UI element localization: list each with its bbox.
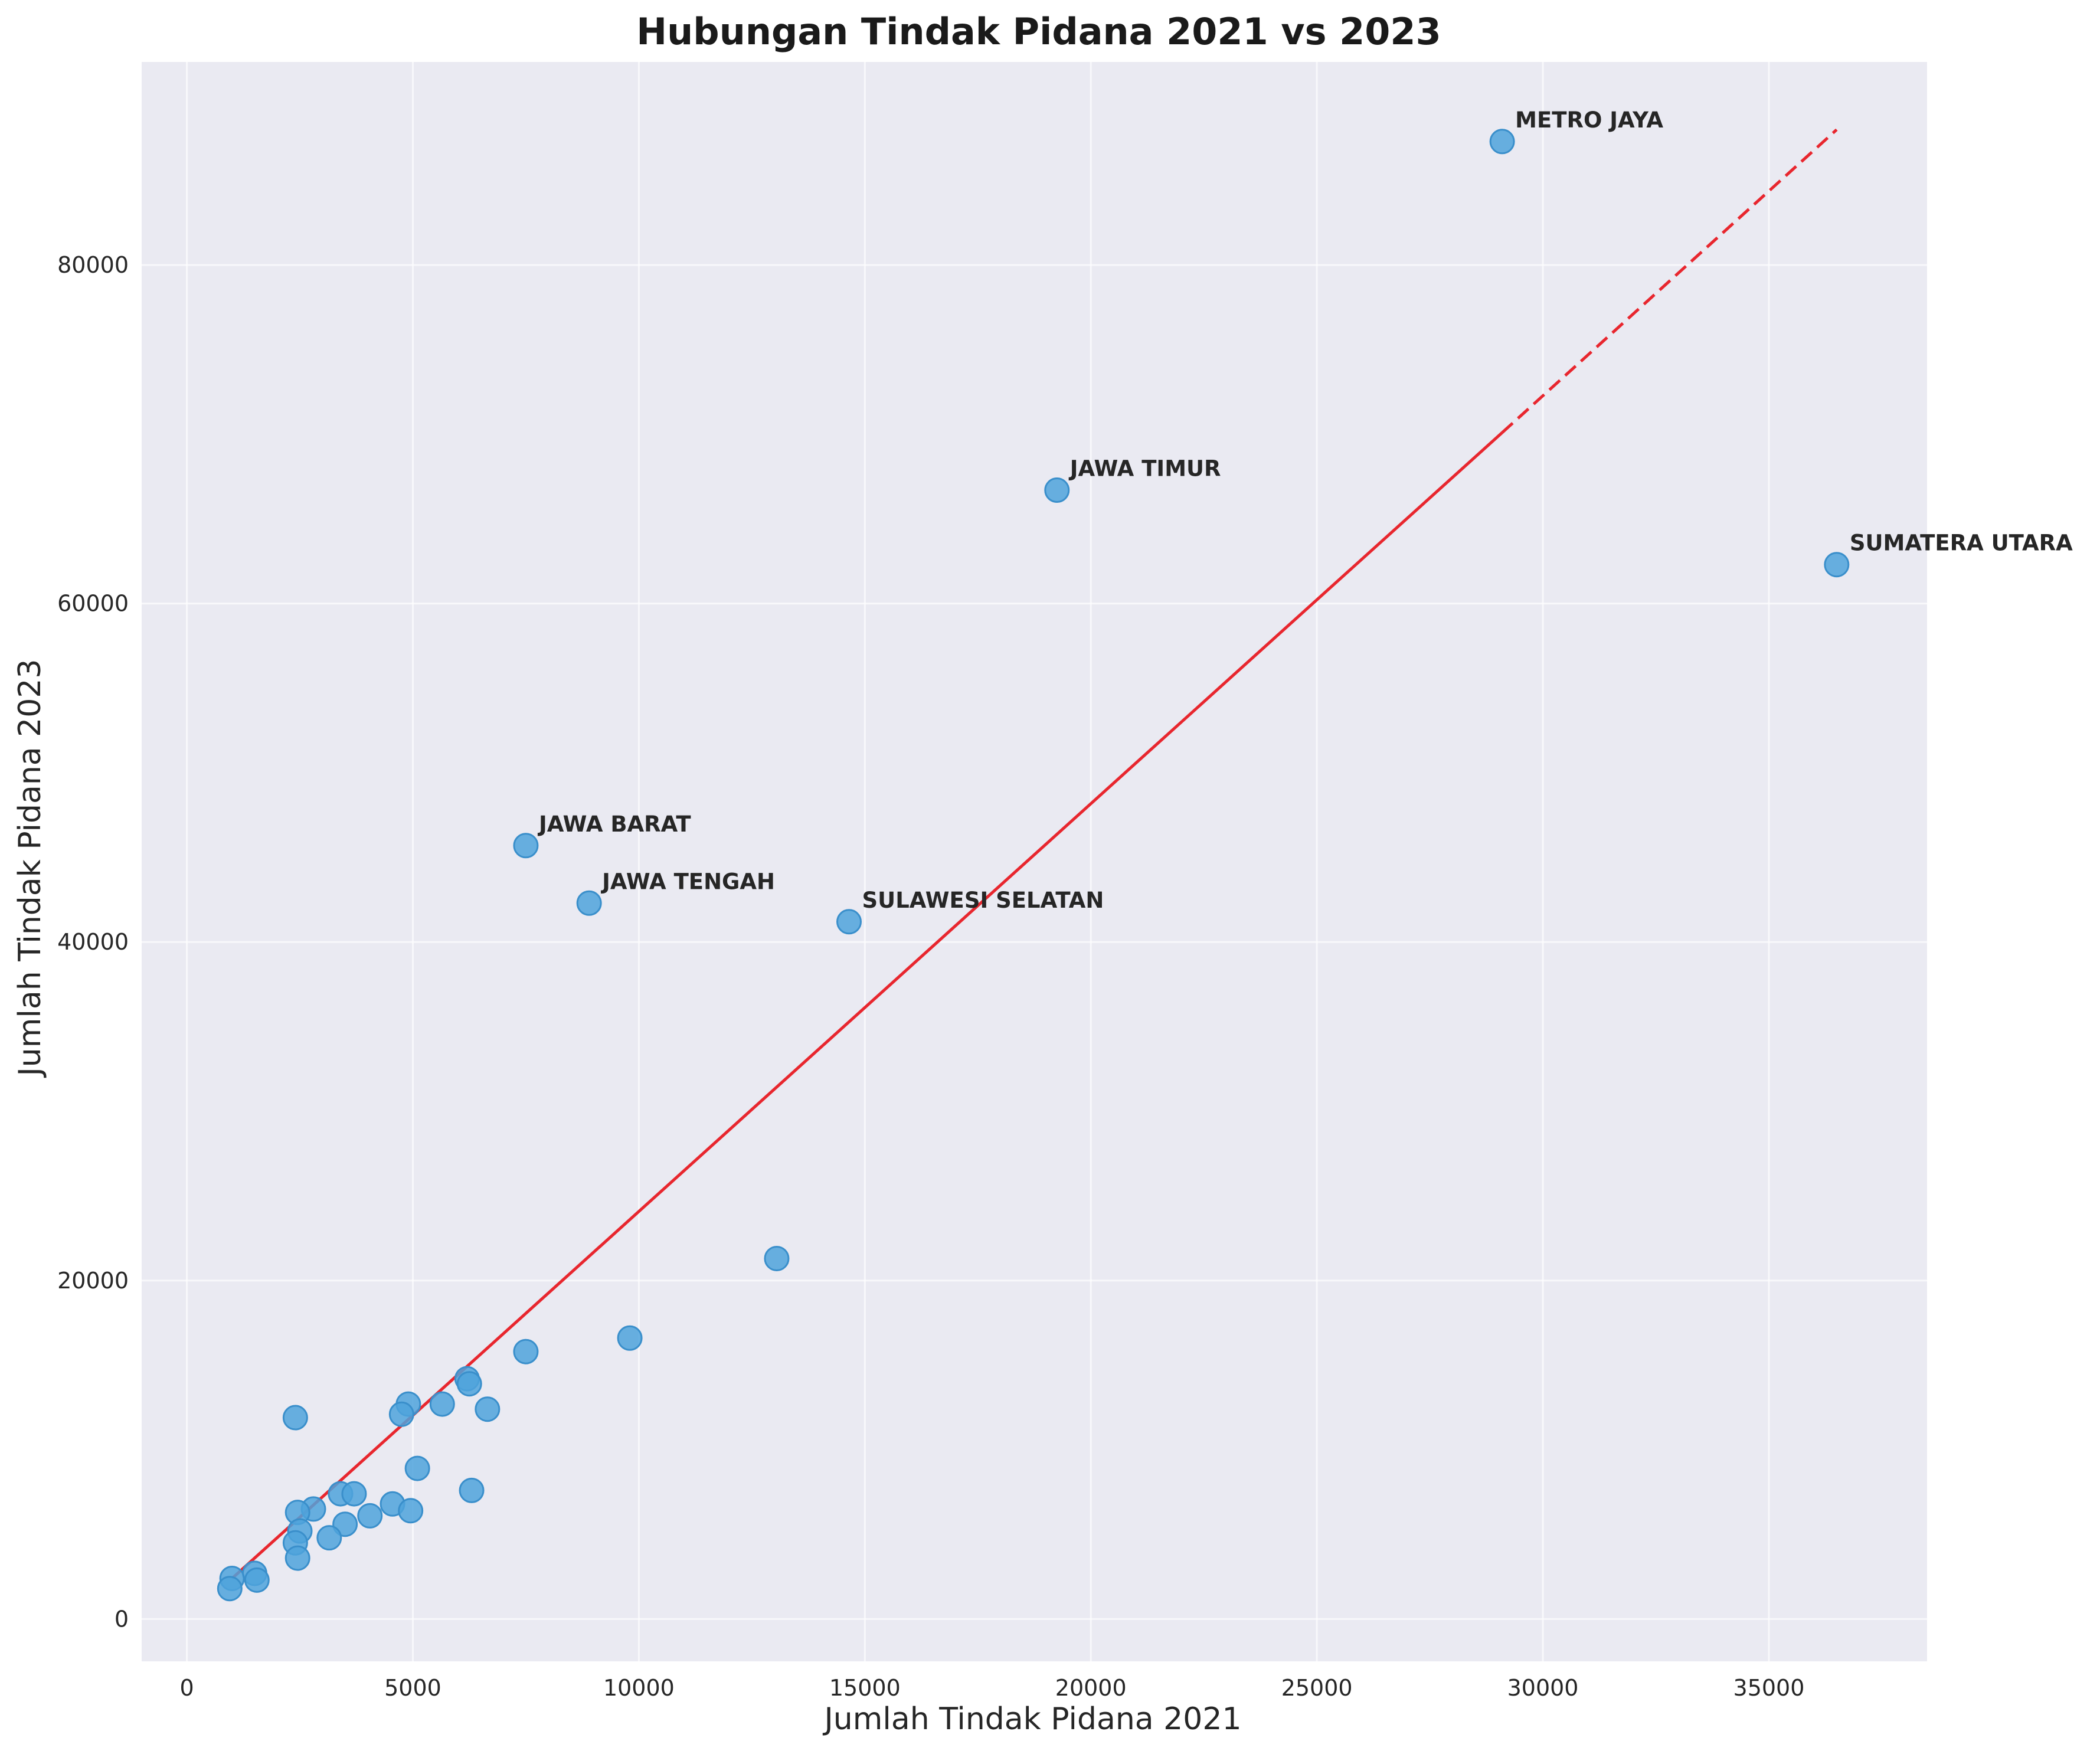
data-point (284, 1545, 310, 1571)
data-point (398, 1498, 424, 1524)
y-tick-label: 40000 (57, 929, 129, 955)
x-tick-labels: 0 5000 10000 15000 20000 25000 30000 35000 (179, 1675, 1804, 1701)
point-label: METRO JAYA (1515, 107, 1663, 133)
data-point (475, 1396, 501, 1422)
data-point (357, 1503, 383, 1529)
grid-lines (142, 62, 1927, 1661)
x-tick-label: 0 (179, 1675, 194, 1701)
data-point (404, 1455, 430, 1481)
data-point (341, 1481, 367, 1507)
data-point (456, 1371, 482, 1397)
data-point (1489, 129, 1515, 155)
data-point (513, 1339, 539, 1364)
y-tick-label: 60000 (57, 591, 129, 617)
data-point (1044, 477, 1070, 503)
chart-title: Hubungan Tindak Pidana 2021 vs 2023 (636, 10, 1441, 53)
trend-line-group (231, 128, 1838, 1580)
y-tick-labels: 0 20000 40000 60000 80000 (57, 252, 129, 1632)
y-axis-label: Jumlah Tindak Pidana 2023 (12, 659, 48, 1078)
data-point (244, 1567, 270, 1593)
point-label: SUMATERA UTARA (1850, 531, 2073, 556)
point-label: JAWA TENGAH (600, 869, 775, 894)
trend-line-solid (231, 431, 1503, 1580)
x-tick-label: 30000 (1507, 1675, 1579, 1701)
x-axis-label: Jumlah Tindak Pidana 2021 (822, 1701, 1241, 1737)
x-tick-label: 10000 (603, 1675, 675, 1701)
y-tick-label: 0 (115, 1606, 129, 1632)
x-tick-label: 20000 (1055, 1675, 1127, 1701)
data-point (217, 1576, 243, 1602)
x-tick-label: 35000 (1733, 1675, 1805, 1701)
data-point (388, 1401, 414, 1427)
x-tick-label: 5000 (384, 1675, 441, 1701)
point-label: JAWA TIMUR (1068, 456, 1221, 482)
point-label: SULAWESI SELATAN (862, 888, 1104, 913)
point-labels: METRO JAYA JAWA TIMUR SUMATERA UTARA JAWA B… (537, 107, 2073, 913)
data-point (459, 1477, 485, 1503)
y-tick-label: 20000 (57, 1268, 129, 1294)
y-tick-label: 80000 (57, 252, 129, 278)
x-tick-label: 25000 (1281, 1675, 1353, 1701)
data-points (217, 129, 1850, 1602)
data-point (617, 1325, 643, 1351)
data-point (1824, 552, 1850, 578)
data-point (513, 833, 539, 859)
data-point (836, 909, 862, 935)
data-point (764, 1245, 790, 1271)
data-point (429, 1391, 455, 1417)
x-tick-label: 15000 (829, 1675, 901, 1701)
trend-line-dashed (1501, 128, 1838, 434)
data-point (282, 1405, 308, 1431)
point-label: JAWA BARAT (537, 811, 691, 837)
data-point (576, 890, 602, 916)
data-point (316, 1525, 342, 1551)
